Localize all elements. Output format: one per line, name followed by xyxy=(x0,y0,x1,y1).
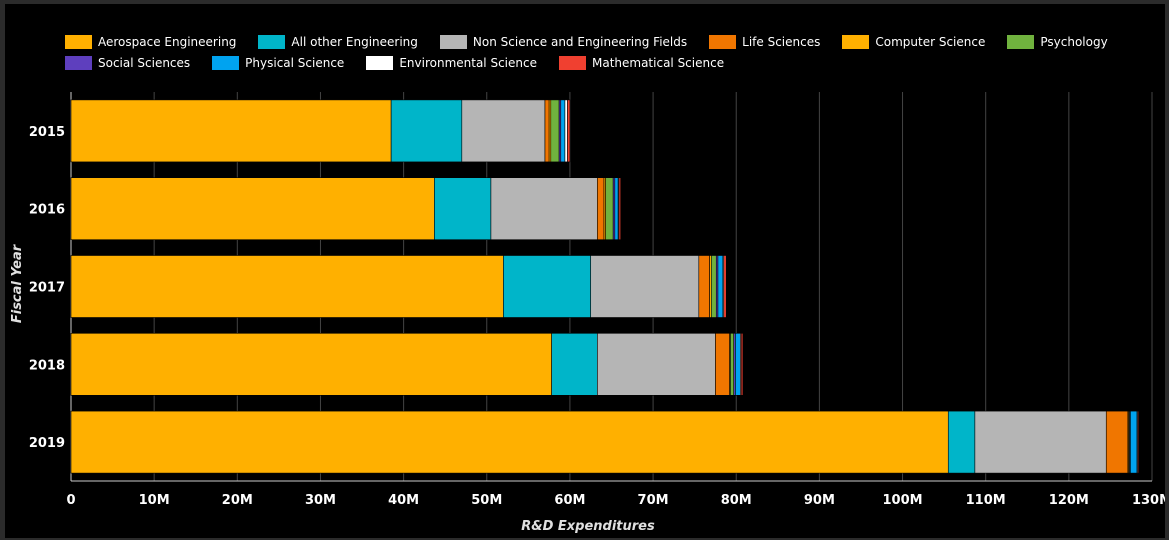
legend-item[interactable]: Computer Science xyxy=(842,34,985,50)
x-tick-label: 0 xyxy=(66,493,75,508)
legend-label: Physical Science xyxy=(245,56,345,70)
x-tick-label: 60M xyxy=(554,493,585,508)
bar-segment[interactable] xyxy=(70,255,504,318)
legend-item[interactable]: Environmental Science xyxy=(366,55,537,71)
x-tick-label: 70M xyxy=(638,493,669,508)
x-axis-ticks: 0 10M 20M 30M 40M 50M 60M 70M 80M 90M 100M 110M 120M… xyxy=(66,493,1165,508)
legend-swatch xyxy=(65,56,92,70)
x-tick-label: 30M xyxy=(305,493,336,508)
bar-segment[interactable] xyxy=(550,99,560,163)
bar-segment[interactable] xyxy=(590,255,700,318)
legend-swatch xyxy=(1007,35,1035,49)
y-tick-label: 2018 xyxy=(29,358,65,373)
bar-segment[interactable] xyxy=(70,177,435,240)
y-tick-label: 2015 xyxy=(29,125,65,140)
bar-segment[interactable] xyxy=(735,332,741,396)
legend-swatch xyxy=(558,56,586,70)
x-tick-label: 10M xyxy=(139,493,170,508)
bar-segment[interactable] xyxy=(567,99,571,163)
x-tick-label: 20M xyxy=(222,493,253,508)
legend-swatch xyxy=(842,35,870,49)
legend-label: Mathematical Science xyxy=(591,56,725,70)
bar-segment[interactable] xyxy=(974,410,1107,474)
legend-label: Computer Science xyxy=(875,35,986,49)
bar-segment[interactable] xyxy=(715,332,730,396)
bar-segment[interactable] xyxy=(717,255,724,318)
x-tick-label: 80M xyxy=(721,493,752,508)
bar-segment[interactable] xyxy=(564,99,568,163)
bar-segment[interactable] xyxy=(614,177,619,240)
legend-label: All other Engineering xyxy=(291,35,418,49)
bar-segment[interactable] xyxy=(544,99,550,163)
legend-label: Social Sciences xyxy=(98,56,191,70)
bar-segment[interactable] xyxy=(1130,410,1138,474)
bar-segment[interactable] xyxy=(597,177,605,240)
bar-segment[interactable] xyxy=(70,410,949,474)
bar-segment[interactable] xyxy=(618,177,621,240)
legend-label: Non Science and Engineering Fields xyxy=(472,35,688,49)
legend-label: Environmental Science xyxy=(399,56,537,70)
legend-item[interactable]: Aerospace Engineering xyxy=(65,34,236,50)
legend-label: Psychology xyxy=(1040,35,1108,49)
legend-item[interactable]: Mathematical Science xyxy=(558,55,725,71)
y-axis-ticks: 2015 2016 2017 2018 2019 xyxy=(29,125,65,451)
bar-segment[interactable] xyxy=(723,255,727,318)
x-tick-label: 120M xyxy=(1049,493,1089,508)
bar-segment[interactable] xyxy=(551,332,598,396)
legend-swatch xyxy=(212,56,240,70)
bar-segment[interactable] xyxy=(740,332,744,396)
y-tick-label: 2016 xyxy=(29,203,65,218)
legend-item[interactable]: Psychology xyxy=(1007,34,1108,50)
x-axis-title: R&D Expenditures xyxy=(521,519,655,534)
chart-panel: Aerospace Engineering All other Engineeri… xyxy=(5,4,1165,538)
legend-item[interactable]: Physical Science xyxy=(212,55,344,71)
legend-label: Aerospace Engineering xyxy=(98,35,237,49)
bar-segment[interactable] xyxy=(730,332,735,396)
bar-segment[interactable] xyxy=(490,177,598,240)
bar-segment[interactable] xyxy=(434,177,492,240)
x-tick-label: 90M xyxy=(804,493,835,508)
x-tick-label: 40M xyxy=(388,493,419,508)
legend-item[interactable]: All other Engineering xyxy=(258,34,418,50)
legend-swatch xyxy=(65,35,92,49)
bar-segment[interactable] xyxy=(710,255,717,318)
bar-segment[interactable] xyxy=(947,410,976,474)
x-tick-label: 130M xyxy=(1132,493,1165,508)
bar-segment[interactable] xyxy=(560,99,566,163)
legend-label: Life Sciences xyxy=(742,35,821,49)
bar-segment[interactable] xyxy=(698,255,710,318)
legend-swatch xyxy=(258,35,286,49)
x-tick-label: 100M xyxy=(882,493,922,508)
legend-swatch xyxy=(366,56,394,70)
bar-segment[interactable] xyxy=(1105,410,1129,474)
legend-swatch xyxy=(709,35,737,49)
y-axis-title: Fiscal Year xyxy=(10,243,25,323)
legend-item[interactable]: Life Sciences xyxy=(709,34,820,50)
bar-segment[interactable] xyxy=(390,99,463,163)
bar-segment[interactable] xyxy=(70,99,392,163)
bar-segment[interactable] xyxy=(1137,410,1139,474)
x-tick-label: 110M xyxy=(966,493,1006,508)
y-tick-label: 2019 xyxy=(29,436,65,451)
chart-plot: 0 10M 20M 30M 40M 50M 60M 70M 80M 90M 100M 110M 120M… xyxy=(10,92,1165,534)
x-tick-label: 50M xyxy=(471,493,502,508)
y-tick-label: 2017 xyxy=(29,281,65,296)
legend-item[interactable]: Social Sciences xyxy=(65,55,190,71)
bar-segment[interactable] xyxy=(605,177,614,240)
bar-segment[interactable] xyxy=(503,255,592,318)
bar-segment[interactable] xyxy=(461,99,546,163)
bar-segment[interactable] xyxy=(597,332,716,396)
bars xyxy=(70,99,1139,474)
legend-swatch xyxy=(439,35,467,49)
chart-legend: Aerospace Engineering All other Engineeri… xyxy=(65,34,1155,71)
legend-item[interactable]: Non Science and Engineering Fields xyxy=(439,34,688,50)
bar-segment[interactable] xyxy=(70,332,552,396)
